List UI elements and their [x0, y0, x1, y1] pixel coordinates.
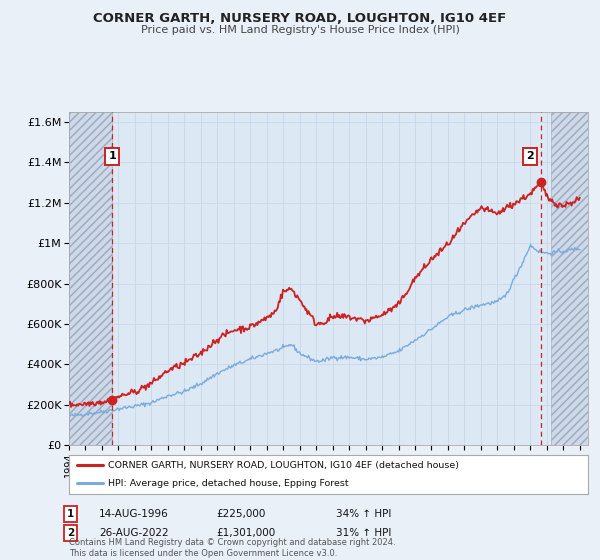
- Text: £225,000: £225,000: [216, 509, 265, 519]
- Text: 1: 1: [108, 151, 116, 161]
- Text: 34% ↑ HPI: 34% ↑ HPI: [336, 509, 391, 519]
- Text: Price paid vs. HM Land Registry's House Price Index (HPI): Price paid vs. HM Land Registry's House …: [140, 25, 460, 35]
- Text: 2: 2: [67, 528, 74, 538]
- Text: 14-AUG-1996: 14-AUG-1996: [99, 509, 169, 519]
- Text: HPI: Average price, detached house, Epping Forest: HPI: Average price, detached house, Eppi…: [108, 479, 349, 488]
- Text: £1,301,000: £1,301,000: [216, 528, 275, 538]
- Text: 31% ↑ HPI: 31% ↑ HPI: [336, 528, 391, 538]
- Text: CORNER GARTH, NURSERY ROAD, LOUGHTON, IG10 4EF: CORNER GARTH, NURSERY ROAD, LOUGHTON, IG…: [94, 12, 506, 25]
- Text: 1: 1: [67, 509, 74, 519]
- Text: 2: 2: [526, 151, 534, 161]
- Text: Contains HM Land Registry data © Crown copyright and database right 2024.
This d: Contains HM Land Registry data © Crown c…: [69, 538, 395, 558]
- Bar: [69, 112, 112, 445]
- Bar: [551, 112, 588, 445]
- Text: 26-AUG-2022: 26-AUG-2022: [99, 528, 169, 538]
- Text: CORNER GARTH, NURSERY ROAD, LOUGHTON, IG10 4EF (detached house): CORNER GARTH, NURSERY ROAD, LOUGHTON, IG…: [108, 461, 459, 470]
